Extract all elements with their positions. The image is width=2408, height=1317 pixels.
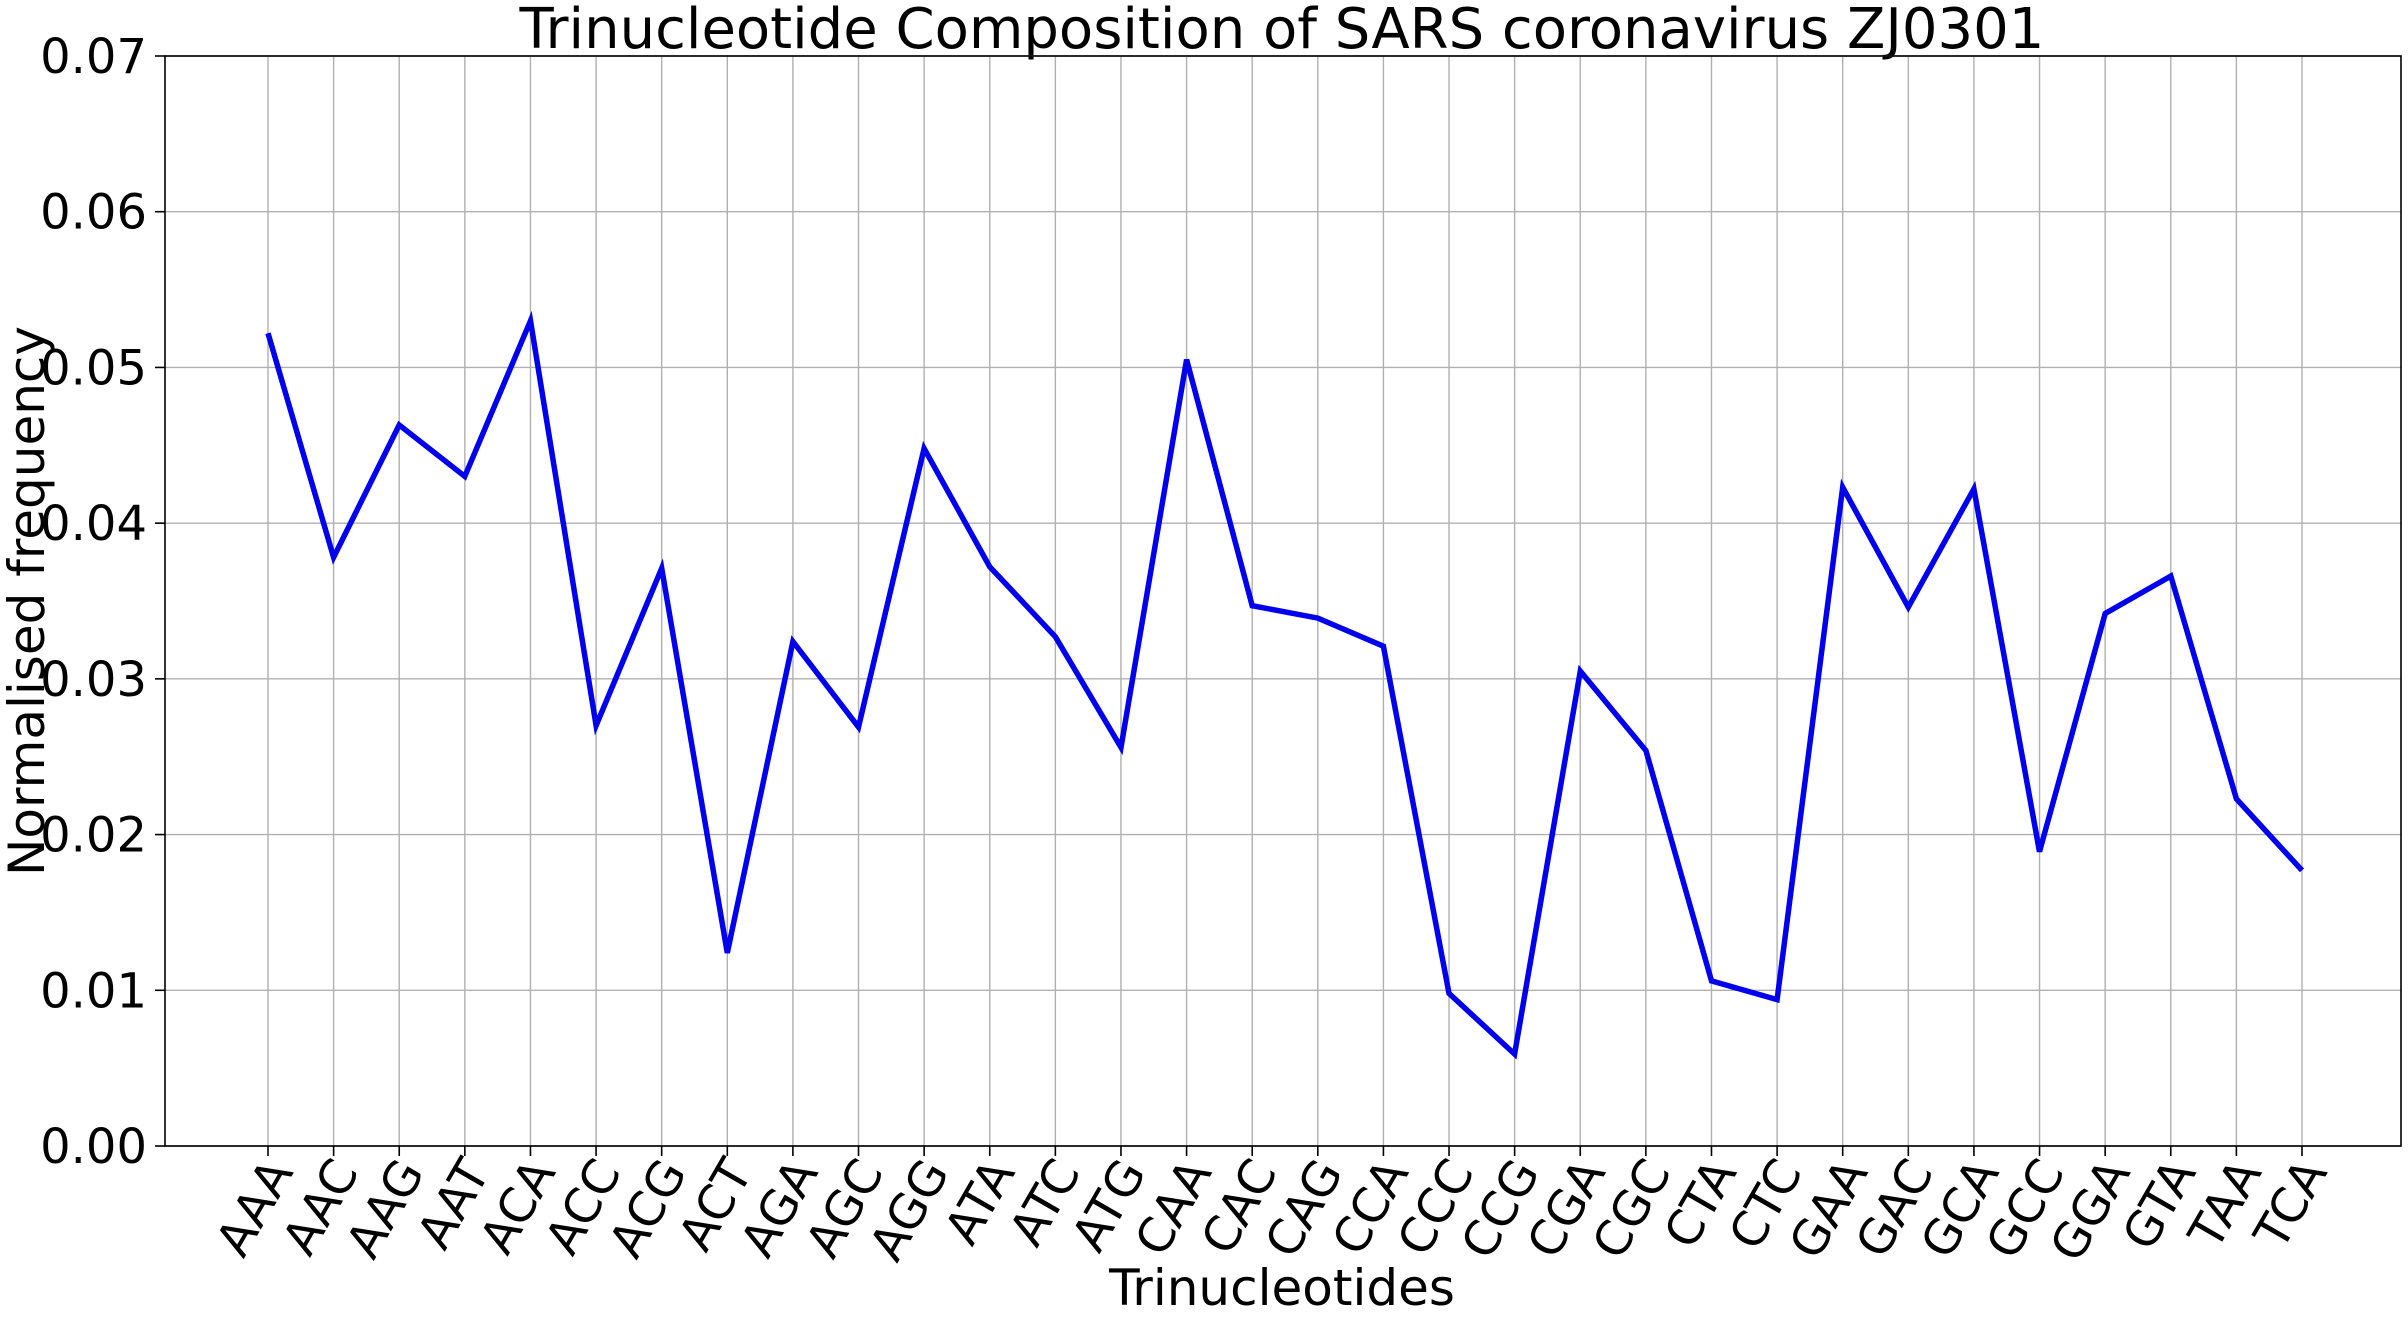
x-axis-label: Trinucleotides — [1108, 1259, 1455, 1317]
plot-area — [265, 310, 2305, 1060]
y-tick-label: 0.02 — [40, 808, 147, 864]
y-axis-label: Normalised frequency — [0, 326, 56, 876]
x-axis: AAAAACAAGAATACAACCACGACTAGAAGCAGGATAATCA… — [205, 1146, 2338, 1271]
y-tick-label: 0.04 — [40, 496, 147, 552]
chart-title: Trinucleotide Composition of SARS corona… — [519, 0, 2045, 62]
y-tick-label: 0.03 — [40, 652, 147, 708]
y-tick-label: 0.07 — [40, 29, 147, 85]
y-axis: 0.00 0.01 0.02 0.03 0.04 0.05 0.06 0.07 — [40, 29, 165, 1175]
plot-frame — [164, 55, 2402, 1147]
y-tick-label: 0.01 — [40, 963, 147, 1019]
series-line — [265, 310, 2305, 1060]
grid — [165, 55, 2401, 1147]
x-tick-label: TCA — [2243, 1150, 2339, 1259]
y-tick-label: 0.05 — [40, 340, 147, 396]
y-tick-label: 0.00 — [40, 1119, 147, 1175]
y-tick-label: 0.06 — [40, 185, 147, 241]
